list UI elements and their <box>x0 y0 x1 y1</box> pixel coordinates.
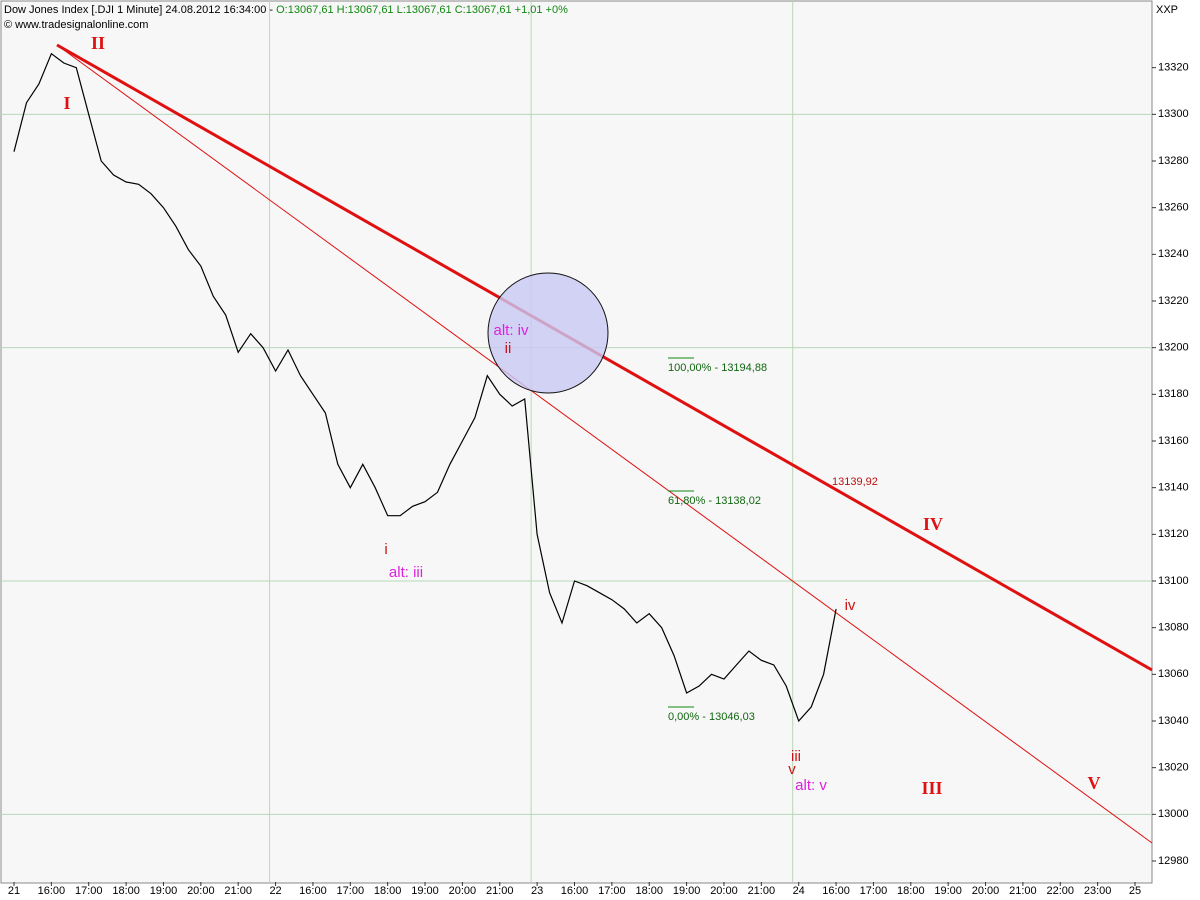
y-tick-label: 13140 <box>1158 482 1189 494</box>
x-tick-label: 22 <box>269 885 281 897</box>
annotation: 61,80% - 13138,02 <box>668 495 761 507</box>
x-tick-label: 20:00 <box>710 885 738 897</box>
annotation: 13139,92 <box>832 476 878 488</box>
y-tick-label: 13160 <box>1158 435 1189 447</box>
y-tick-label: 13260 <box>1158 202 1189 214</box>
y-tick-label: 12980 <box>1158 855 1189 867</box>
annotation: i <box>384 541 387 558</box>
y-tick-label: 13200 <box>1158 342 1189 354</box>
title: Dow Jones Index [.DJI 1 Minute] 24.08.20… <box>4 4 276 16</box>
quote: O:13067,61 H:13067,61 L:13067,61 C:13067… <box>276 4 568 16</box>
annotation: II <box>91 33 105 53</box>
y-tick-label: 13060 <box>1158 668 1189 680</box>
y-tick-label: 13320 <box>1158 62 1189 74</box>
x-tick-label: 22:00 <box>1047 885 1075 897</box>
x-tick-label: 16:00 <box>561 885 589 897</box>
highlight-circle <box>487 272 609 394</box>
annotation: alt: iii <box>389 564 423 581</box>
x-tick-label: 21:00 <box>486 885 514 897</box>
x-tick-label: 20:00 <box>972 885 1000 897</box>
source: © www.tradesignalonline.com <box>4 19 148 31</box>
y-tick-label: 13120 <box>1158 528 1189 540</box>
x-tick-label: 17:00 <box>598 885 626 897</box>
trend-channel-line <box>56 44 1153 844</box>
y-tick-label: 13020 <box>1158 762 1189 774</box>
y-tick-label: 13240 <box>1158 248 1189 260</box>
annotation: iv <box>845 597 856 614</box>
x-tick-label: 16:00 <box>38 885 66 897</box>
x-tick-label: 19:00 <box>934 885 962 897</box>
annotation: iii <box>791 748 801 765</box>
chart-title: Dow Jones Index [.DJI 1 Minute] 24.08.20… <box>4 4 568 16</box>
y-tick-label: 13000 <box>1158 808 1189 820</box>
annotation: I <box>63 93 70 113</box>
x-tick-label: 23 <box>531 885 543 897</box>
x-tick-label: 20:00 <box>449 885 477 897</box>
annotation: ii <box>505 340 512 357</box>
x-tick-label: 16:00 <box>299 885 327 897</box>
annotation: 100,00% - 13194,88 <box>668 362 767 374</box>
x-tick-label: 21:00 <box>748 885 776 897</box>
x-tick-label: 18:00 <box>635 885 663 897</box>
x-tick-label: 24 <box>793 885 805 897</box>
x-tick-label: 19:00 <box>411 885 439 897</box>
price-line <box>13 52 837 723</box>
x-tick-label: 19:00 <box>150 885 178 897</box>
x-tick-label: 21:00 <box>224 885 252 897</box>
annotation: v <box>788 761 796 778</box>
x-tick-label: 19:00 <box>673 885 701 897</box>
annotation: IV <box>923 514 943 534</box>
x-tick-label: 18:00 <box>112 885 140 897</box>
x-tick-label: 21 <box>8 885 20 897</box>
y-tick-label: 13080 <box>1158 622 1189 634</box>
x-tick-label: 20:00 <box>187 885 215 897</box>
annotation: alt: iv <box>493 322 529 339</box>
x-tick-label: 23:00 <box>1084 885 1112 897</box>
annotation: III <box>921 778 942 798</box>
trend-line <box>56 43 1153 672</box>
y-tick-label: 13220 <box>1158 295 1189 307</box>
y-tick-label: 13040 <box>1158 715 1189 727</box>
y-tick-label: 13300 <box>1158 108 1189 120</box>
x-tick-label: 21:00 <box>1009 885 1037 897</box>
x-tick-label: 18:00 <box>897 885 925 897</box>
annotation: 0,00% - 13046,03 <box>668 711 755 723</box>
x-tick-label: 16:00 <box>822 885 850 897</box>
annotation: V <box>1088 773 1101 793</box>
x-tick-label: 25 <box>1129 885 1141 897</box>
x-tick-label: 18:00 <box>374 885 402 897</box>
x-tick-label: 17:00 <box>860 885 888 897</box>
plot-area <box>0 0 1153 884</box>
symbol: XXP <box>1156 4 1178 16</box>
annotation: alt: v <box>795 777 827 794</box>
y-tick-label: 13180 <box>1158 388 1189 400</box>
y-tick-label: 13100 <box>1158 575 1189 587</box>
y-tick-label: 13280 <box>1158 155 1189 167</box>
x-tick-label: 17:00 <box>337 885 365 897</box>
x-tick-label: 17:00 <box>75 885 103 897</box>
